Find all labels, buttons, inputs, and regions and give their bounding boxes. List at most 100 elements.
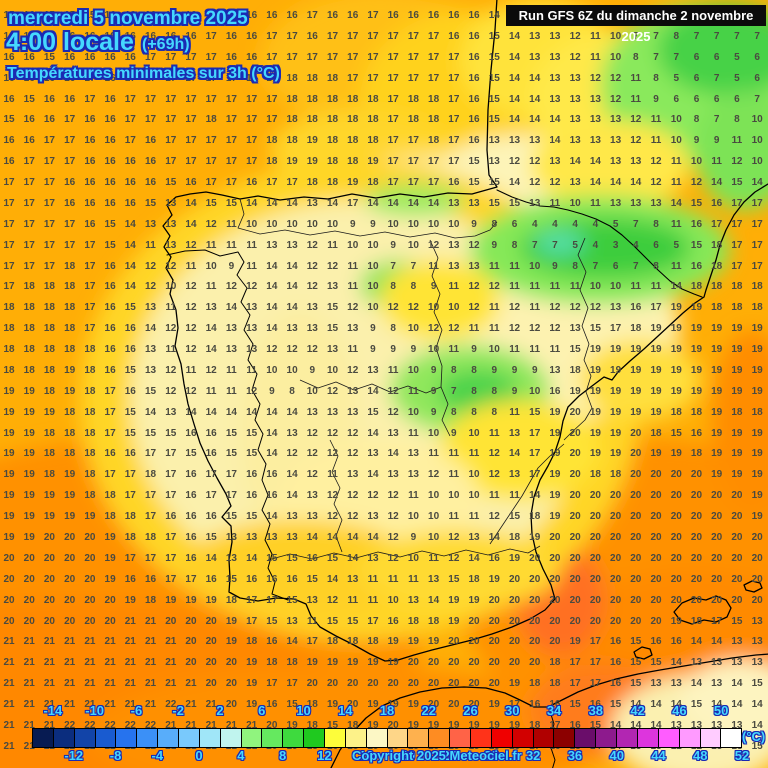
temp-value: 13	[630, 198, 641, 209]
temp-value: 20	[671, 553, 682, 564]
temp-value: 15	[24, 94, 35, 105]
temp-value: 14	[671, 282, 682, 292]
temp-value: 19	[367, 700, 378, 710]
temp-value: 20	[44, 574, 55, 585]
temp-value: 14	[509, 449, 520, 459]
temp-value: 11	[671, 178, 682, 188]
temp-value: 16	[590, 700, 601, 710]
temp-value: 15	[206, 198, 217, 209]
legend-cell	[261, 728, 284, 748]
temp-value: 20	[206, 616, 217, 627]
legend-cell	[282, 728, 305, 748]
temp-value: 18	[610, 470, 621, 480]
temp-value: 21	[44, 658, 55, 668]
temp-value: 20	[549, 637, 560, 647]
temp-value: 19	[711, 324, 722, 334]
temp-value: 20	[226, 700, 237, 710]
temp-value: 9	[350, 219, 356, 230]
temp-value: 16	[125, 52, 136, 63]
temp-value: 20	[711, 533, 722, 543]
temp-value: 18	[64, 428, 75, 439]
temp-value: 19	[64, 470, 75, 480]
temp-value: 10	[287, 365, 298, 376]
temp-value: 19	[448, 595, 459, 606]
temp-value: 19	[509, 553, 520, 564]
temp-value: 18	[44, 449, 55, 459]
temp-value: 16	[44, 73, 55, 84]
temp-value: 18	[367, 637, 378, 647]
temp-value: 19	[711, 449, 722, 459]
temp-value: 12	[529, 324, 540, 334]
temp-value: 21	[64, 637, 75, 647]
temp-value: 12	[630, 115, 641, 125]
temp-value: 15	[529, 407, 540, 418]
temp-value: 13	[509, 428, 520, 439]
temp-value: 22	[84, 720, 95, 731]
temp-value: 9	[532, 365, 538, 376]
temp-value: 16	[84, 157, 95, 167]
temp-value: 19	[64, 512, 75, 522]
temp-value: 18	[428, 616, 439, 627]
legend-cell	[386, 728, 409, 748]
temp-value: 21	[44, 637, 55, 647]
temp-value: 18	[327, 73, 338, 84]
temp-value: 8	[390, 324, 396, 334]
temp-value: 16	[64, 198, 75, 209]
temp-value: 15	[125, 303, 136, 313]
temp-value: 17	[388, 73, 399, 84]
temp-value: 16	[691, 428, 702, 439]
temp-value: 11	[246, 240, 257, 251]
temp-value: 19	[630, 345, 641, 355]
temp-value: 8	[471, 386, 477, 397]
temp-value: 18	[711, 240, 722, 251]
temp-value: 15	[246, 512, 257, 522]
temp-value: 16	[105, 11, 116, 21]
temp-value: 5	[673, 73, 679, 84]
temp-value: 10	[327, 219, 338, 230]
temp-value: 17	[185, 52, 196, 63]
temp-value: 19	[752, 428, 763, 439]
temp-value: 20	[731, 512, 742, 522]
temp-value: 13	[711, 658, 722, 668]
temp-value: 18	[84, 345, 95, 355]
temp-value: 16	[206, 574, 217, 585]
temp-value: 20	[388, 679, 399, 689]
temp-value: 19	[630, 365, 641, 376]
temp-value: 14	[287, 407, 298, 418]
legend-tick-label: 32	[526, 749, 540, 762]
temp-value: 8	[512, 240, 518, 251]
temp-value: 17	[105, 407, 116, 418]
temp-value: 12	[206, 365, 217, 376]
temp-value: 21	[185, 720, 196, 731]
legend-cell	[32, 728, 54, 748]
temp-value: 13	[448, 240, 459, 251]
temp-value: 12	[307, 345, 318, 355]
temp-value: 17	[408, 178, 419, 188]
temp-value: 20	[590, 533, 601, 543]
temp-value: 20	[347, 679, 358, 689]
temp-value: 15	[3, 11, 14, 21]
temp-value: 19	[671, 386, 682, 397]
temp-value: 11	[347, 282, 358, 292]
temp-value: 16	[206, 512, 217, 522]
temp-value: 20	[731, 574, 742, 585]
temp-value: 20	[610, 574, 621, 585]
temp-value: 18	[44, 303, 55, 313]
temp-value: 12	[347, 491, 358, 501]
temp-value: 19	[3, 512, 14, 522]
temp-value: 20	[44, 533, 55, 543]
temp-value: 15	[145, 428, 156, 439]
temp-value: 13	[408, 595, 419, 606]
temp-value: 19	[671, 345, 682, 355]
temp-value: 17	[752, 198, 763, 209]
temp-value: 21	[165, 720, 176, 731]
temp-value: 13	[307, 407, 318, 418]
temp-value: 15	[266, 616, 277, 627]
temp-value: 14	[347, 533, 358, 543]
temp-value: 17	[590, 637, 601, 647]
temp-value: 18	[327, 94, 338, 105]
temp-value: 16	[64, 31, 75, 42]
temp-value: 9	[552, 261, 558, 272]
temp-value: 11	[327, 470, 338, 480]
temp-value: 20	[630, 470, 641, 480]
